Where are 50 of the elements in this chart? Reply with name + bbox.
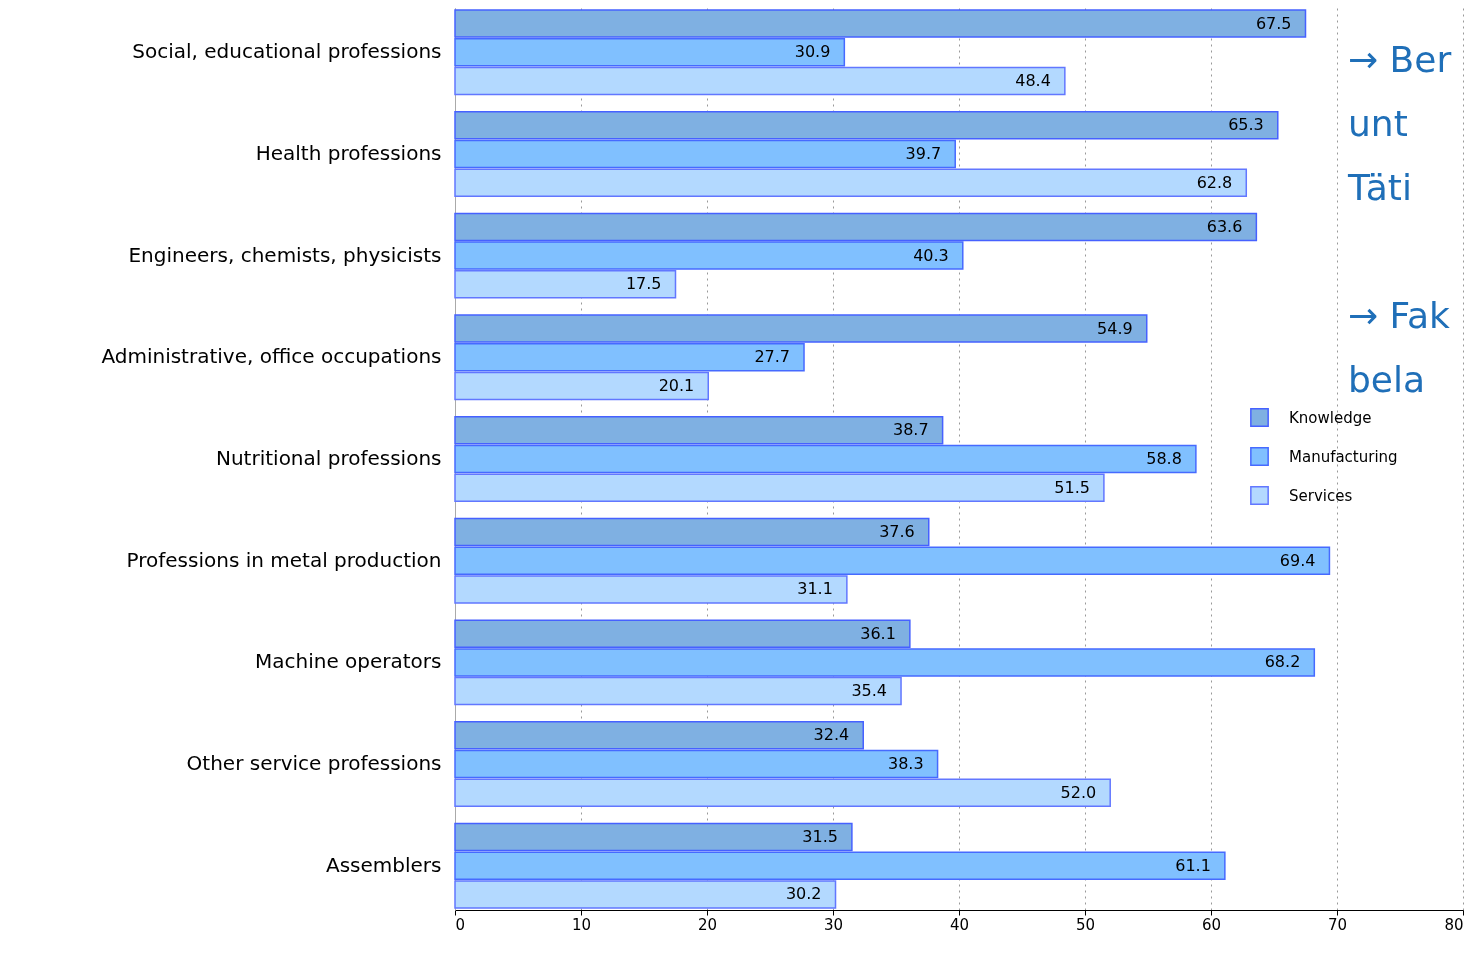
data-label: 30.2 xyxy=(785,884,822,904)
data-label: 17.5 xyxy=(625,274,662,294)
data-label: 61.1 xyxy=(1175,855,1211,875)
data-label: 69.4 xyxy=(1279,550,1316,570)
x-tick-label: 20 xyxy=(697,915,718,934)
y-tick-label: Other service professions xyxy=(186,751,442,776)
y-tick-label: Machine operators xyxy=(254,649,442,674)
annotation: → Fak bela xyxy=(1348,295,1450,400)
legend-label: Manufacturing xyxy=(1289,447,1398,466)
y-tick-label: Social, educational professions xyxy=(132,39,442,64)
data-label: 32.4 xyxy=(813,725,850,745)
data-label: 38.7 xyxy=(892,420,929,440)
data-label: 68.2 xyxy=(1264,652,1301,672)
data-label: 63.6 xyxy=(1206,216,1243,236)
y-tick-label: Professions in metal production xyxy=(126,547,442,572)
x-tick-label: 30 xyxy=(823,915,844,934)
data-label: 48.4 xyxy=(1015,70,1051,90)
data-label: 37.6 xyxy=(879,521,915,541)
legend-label: Knowledge xyxy=(1289,408,1372,427)
y-tick-label: Nutritional professions xyxy=(215,446,442,470)
data-label: 58.8 xyxy=(1146,449,1182,468)
annotation: → Ber unt Täti xyxy=(1348,38,1452,210)
data-label: 52.0 xyxy=(1060,782,1097,802)
data-label: 39.7 xyxy=(905,143,942,163)
x-tick-label: 60 xyxy=(1201,915,1222,934)
data-label: 51.5 xyxy=(1054,477,1090,497)
data-label: 67.5 xyxy=(1255,13,1292,33)
data-label: 62.8 xyxy=(1196,172,1233,192)
data-label: 65.3 xyxy=(1228,115,1264,135)
y-tick-label: Assemblers xyxy=(325,852,442,877)
x-tick-label: 0 xyxy=(455,915,466,934)
data-label: 30.9 xyxy=(794,42,831,62)
data-label: 36.1 xyxy=(860,623,896,643)
y-tick-label: Health professions xyxy=(255,140,442,165)
x-tick-label: 80 xyxy=(1444,915,1464,934)
x-tick-label: 50 xyxy=(1075,915,1096,934)
x-tick-label: 10 xyxy=(571,915,592,934)
data-label: 38.3 xyxy=(887,754,924,774)
x-tick-label: 70 xyxy=(1327,915,1348,934)
data-label: 31.5 xyxy=(802,827,838,847)
data-label: 31.1 xyxy=(797,579,833,599)
y-tick-label: Administrative, office occupations xyxy=(101,344,442,369)
legend-label: Services xyxy=(1289,486,1353,505)
data-label: 35.4 xyxy=(851,681,888,701)
x-tick-label: 40 xyxy=(949,915,970,934)
y-tick-label: Engineers, chemists, physicists xyxy=(128,242,442,267)
data-label: 20.1 xyxy=(658,376,695,396)
data-label: 54.9 xyxy=(1097,318,1133,338)
data-label: 27.7 xyxy=(754,347,791,367)
data-label: 40.3 xyxy=(913,245,949,265)
